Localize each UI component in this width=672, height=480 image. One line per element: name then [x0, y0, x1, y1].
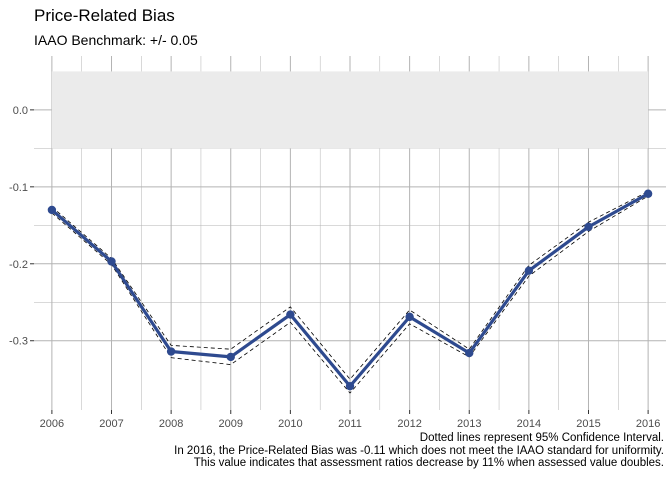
data-point — [166, 347, 176, 356]
data-point — [286, 310, 295, 319]
data-point — [465, 348, 474, 358]
x-tick-label: 2013 — [457, 418, 481, 430]
confidence-interval-layer — [51, 191, 649, 394]
y-tick-label: -0.1 — [9, 182, 28, 194]
caption-line-interpretation: This value indicates that assessment rat… — [193, 457, 664, 470]
chart-subtitle: IAAO Benchmark: +/- 0.05 — [34, 32, 198, 48]
x-tick-label: 2009 — [219, 418, 243, 430]
data-point — [524, 266, 534, 275]
data-point — [345, 381, 355, 391]
data-point — [47, 205, 57, 215]
chart-title: Price-Related Bias — [34, 6, 175, 25]
x-tick-label: 2011 — [338, 418, 362, 430]
ci-upper-line — [51, 191, 649, 380]
benchmark-band-layer — [51, 71, 649, 149]
ci-lower-line — [51, 195, 649, 394]
data-point — [643, 189, 653, 198]
x-tick-label: 2012 — [397, 418, 421, 430]
x-tick-label: 2016 — [636, 418, 660, 430]
x-tick-label: 2008 — [159, 418, 183, 430]
benchmark-band — [51, 71, 649, 149]
x-tick-label: 2015 — [576, 418, 600, 430]
data-point — [107, 257, 116, 266]
caption-line-ci: Dotted lines represent 95% Confidence In… — [419, 432, 664, 444]
x-tick-label: 2007 — [99, 418, 123, 430]
x-tick-label: 2014 — [517, 418, 541, 430]
x-tick-label: 2006 — [40, 418, 64, 430]
y-tick-label: -0.3 — [9, 336, 28, 348]
series-layer — [47, 189, 653, 391]
data-point — [405, 312, 414, 322]
y-tick-label: -0.2 — [9, 259, 28, 271]
data-point — [584, 222, 593, 232]
axis-layer: 0.0 -0.1 -0.2 -0.3 2006 2007 2008 2009 2010 2011 2… — [9, 105, 660, 430]
chart-caption: Dotted lines represent 95% Confidence In… — [174, 432, 664, 470]
y-tick-label: 0.0 — [13, 105, 28, 117]
data-point — [226, 352, 235, 362]
caption-line-result: In 2016, the Price-Related Bias was -0.1… — [174, 444, 664, 457]
x-tick-label: 2010 — [278, 418, 302, 430]
